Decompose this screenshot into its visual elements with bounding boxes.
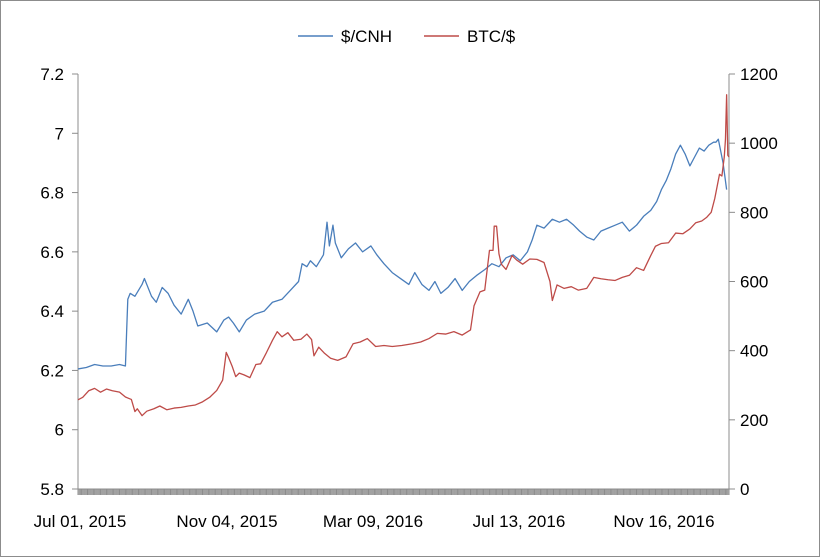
left-axis-tick-label: 6.8 bbox=[40, 184, 64, 203]
x-axis-tick-label: Nov 04, 2015 bbox=[176, 512, 277, 531]
right-axis-tick-label: 800 bbox=[740, 203, 768, 222]
series-line-btc-usd bbox=[77, 94, 730, 417]
series-line-usd-cnh bbox=[77, 138, 728, 370]
x-axis-tick-label: Mar 09, 2016 bbox=[323, 512, 423, 531]
left-axis-tick-label: 6 bbox=[55, 421, 64, 440]
right-axis-tick-label: 200 bbox=[740, 411, 768, 430]
legend: $/CNH BTC/$ bbox=[298, 27, 516, 46]
x-axis-tick-label: Jul 13, 2016 bbox=[473, 512, 566, 531]
series-layer bbox=[77, 94, 730, 417]
legend-label-btc-usd: BTC/$ bbox=[467, 27, 516, 46]
x-axis-tick-label: Nov 16, 2016 bbox=[613, 512, 714, 531]
legend-label-usd-cnh: $/CNH bbox=[341, 27, 392, 46]
right-axis-tick-label: 1200 bbox=[740, 65, 778, 84]
x-axis-daily-ticks bbox=[77, 489, 730, 495]
left-axis-tick-label: 5.8 bbox=[40, 480, 64, 499]
left-axis-tick-label: 6.4 bbox=[40, 302, 64, 321]
x-axis-tick-label: Jul 01, 2015 bbox=[34, 512, 127, 531]
left-axis-tick-label: 7.2 bbox=[40, 65, 64, 84]
left-axis-tick-label: 6.2 bbox=[40, 361, 64, 380]
axes: 5.8 6 6.2 6.4 6.6 6.8 7 7.2 0 200 400 600 800 1000 120… bbox=[34, 65, 778, 531]
right-axis-tick-label: 400 bbox=[740, 342, 768, 361]
right-axis-tick-label: 600 bbox=[740, 273, 768, 292]
right-axis-tick-label: 1000 bbox=[740, 134, 778, 153]
left-axis-tick-label: 6.6 bbox=[40, 243, 64, 262]
right-axis-tick-label: 0 bbox=[740, 480, 749, 499]
left-axis-tick-label: 7 bbox=[55, 124, 64, 143]
